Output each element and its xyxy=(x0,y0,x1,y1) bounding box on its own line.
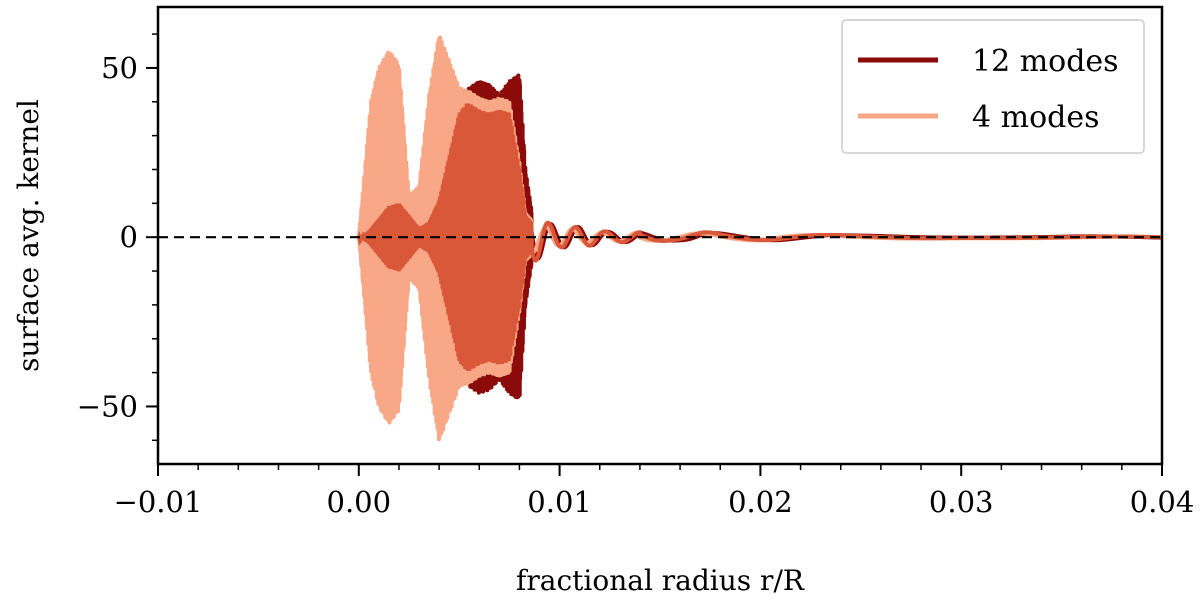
legend: 12 modes 4 modes xyxy=(841,19,1145,154)
series-overlap xyxy=(357,103,534,371)
x-tick-label: 0.01 xyxy=(527,485,592,519)
legend-label: 4 modes xyxy=(972,100,1100,135)
legend-label: 12 modes xyxy=(972,44,1119,79)
x-tick-label: 0.00 xyxy=(327,485,392,519)
y-tick-label: 50 xyxy=(101,51,138,85)
plot-area xyxy=(158,35,1162,442)
axes: −0.01 0.00 0.01 0.02 0.03 0.04 −50 0 50 xyxy=(77,5,1195,519)
y-tick-label: −50 xyxy=(77,389,138,423)
x-tick-label: 0.04 xyxy=(1130,485,1195,519)
x-tick-label: −0.01 xyxy=(114,485,203,519)
x-axis-label: fractional radius r/R xyxy=(516,564,805,597)
plot-frame xyxy=(156,5,1164,466)
y-tick-label: 0 xyxy=(120,220,138,254)
x-tick-label: 0.02 xyxy=(728,485,793,519)
x-tick-label: 0.03 xyxy=(929,485,994,519)
legend-box xyxy=(841,19,1145,154)
y-axis-label: surface avg. kernel xyxy=(12,99,45,372)
series-overlap-tail xyxy=(529,220,1162,263)
